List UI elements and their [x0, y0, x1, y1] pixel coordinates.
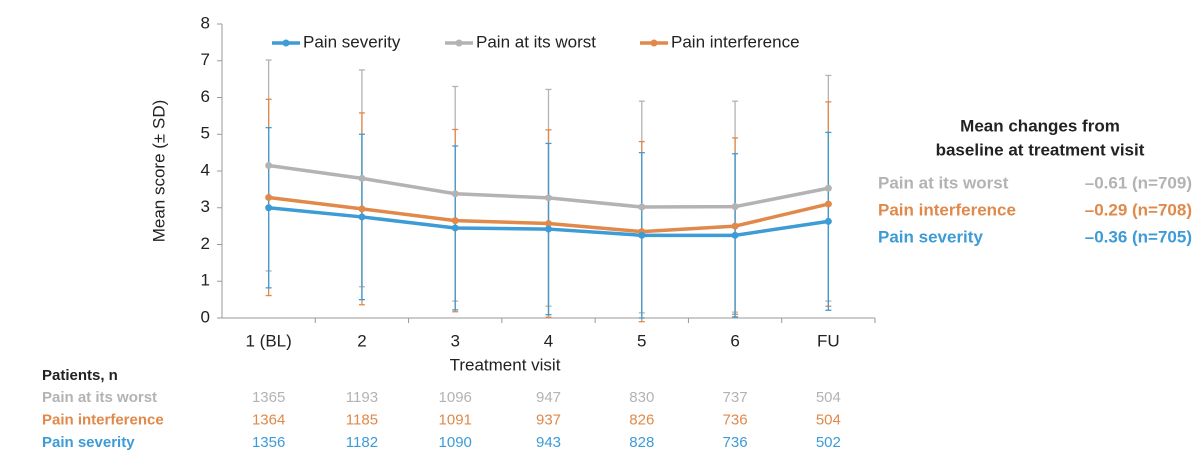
- point: [545, 220, 552, 228]
- table-cell: 830: [629, 389, 654, 406]
- point: [824, 200, 832, 208]
- y-tick-label: 8: [201, 13, 210, 32]
- summary-name: Pain at its worst: [878, 173, 1009, 192]
- point: [824, 217, 832, 225]
- point: [358, 213, 366, 221]
- table-row-label: Pain at its worst: [42, 389, 157, 406]
- summary-title: baseline at treatment visit: [936, 140, 1145, 159]
- y-tick-label: 0: [201, 307, 210, 326]
- point: [265, 161, 273, 169]
- summary-value: –0.29 (n=708): [1085, 200, 1192, 219]
- table-cell: 1091: [439, 411, 472, 428]
- point: [545, 194, 552, 202]
- summary-name: Pain severity: [878, 227, 983, 246]
- summary-title: Mean changes from: [960, 116, 1120, 135]
- legend-marker: [455, 39, 463, 47]
- table-cell: 502: [816, 434, 841, 451]
- point: [545, 225, 552, 233]
- x-tick-label: 3: [450, 331, 459, 350]
- table-row-label: Pain severity: [42, 434, 135, 451]
- table-cell: 1090: [439, 434, 472, 451]
- x-tick-label: 1 (BL): [245, 331, 291, 350]
- summary-name: Pain interference: [878, 200, 1016, 219]
- y-tick-label: 3: [201, 197, 210, 216]
- table-cell: 737: [723, 389, 748, 406]
- point: [358, 205, 366, 213]
- table-cell: 1365: [252, 389, 285, 406]
- legend-marker: [282, 39, 290, 47]
- legend-label: Pain interference: [671, 32, 800, 51]
- table-title: Patients, n: [42, 367, 118, 384]
- y-tick-label: 6: [201, 87, 210, 106]
- table-cell: 937: [536, 411, 561, 428]
- legend-label: Pain at its worst: [476, 32, 596, 51]
- x-tick-label: 4: [544, 331, 553, 350]
- table-cell: 826: [629, 411, 654, 428]
- legend-marker: [650, 39, 658, 47]
- x-tick-label: 2: [357, 331, 366, 350]
- y-tick-label: 1: [201, 271, 210, 290]
- x-tick-label: 5: [637, 331, 646, 350]
- table-cell: 1096: [439, 389, 472, 406]
- summary-value: –0.36 (n=705): [1085, 227, 1192, 246]
- point: [731, 231, 739, 239]
- point: [451, 190, 459, 198]
- point: [824, 184, 832, 192]
- point: [265, 193, 273, 201]
- table-cell: 1364: [252, 411, 285, 428]
- point: [638, 231, 646, 239]
- point: [451, 217, 459, 225]
- table-cell: 1356: [252, 434, 285, 451]
- x-tick-label: 6: [730, 331, 739, 350]
- point: [451, 224, 459, 232]
- table-cell: 504: [816, 389, 841, 406]
- table-cell: 736: [723, 434, 748, 451]
- table-cell: 828: [629, 434, 654, 451]
- table-cell: 943: [536, 434, 561, 451]
- table-cell: 1193: [346, 389, 378, 406]
- point: [731, 203, 739, 211]
- y-tick-label: 4: [201, 160, 210, 179]
- point: [731, 222, 739, 230]
- table-cell: 736: [723, 411, 748, 428]
- table-row-label: Pain interference: [42, 411, 164, 428]
- summary-value: –0.61 (n=709): [1085, 173, 1192, 192]
- legend-label: Pain severity: [303, 32, 401, 51]
- x-tick-label: FU: [817, 331, 840, 350]
- point: [265, 204, 273, 212]
- table-cell: 1185: [346, 411, 378, 428]
- table-cell: 947: [536, 389, 561, 406]
- y-axis-label: Mean score (± SD): [149, 100, 168, 243]
- point: [358, 174, 366, 182]
- y-tick-label: 2: [201, 234, 210, 253]
- y-tick-label: 5: [201, 124, 210, 143]
- x-axis-label: Treatment visit: [450, 355, 561, 374]
- table-cell: 504: [816, 411, 841, 428]
- table-cell: 1182: [346, 434, 378, 451]
- point: [638, 203, 646, 211]
- y-tick-label: 7: [201, 50, 210, 69]
